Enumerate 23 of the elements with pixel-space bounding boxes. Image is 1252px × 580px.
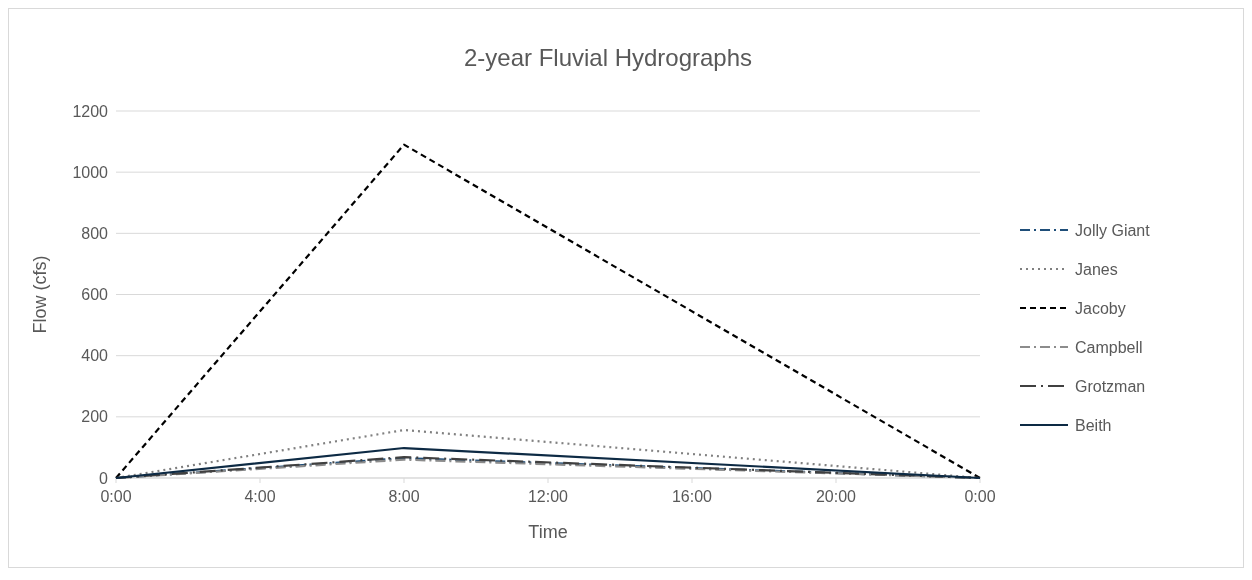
legend-label: Jacoby — [1075, 299, 1126, 317]
legend-label: Grotzman — [1075, 377, 1146, 395]
x-tick-label: 4:00 — [244, 488, 276, 505]
y-tick-label: 1000 — [72, 163, 109, 181]
y-tick-label: 200 — [81, 408, 109, 426]
legend-label: Jolly Giant — [1075, 221, 1151, 239]
chart-title: 2-year Fluvial Hydrographs — [463, 44, 753, 71]
x-tick-label: 20:00 — [815, 488, 857, 505]
legend-label: Janes — [1075, 260, 1118, 278]
legend-label: Beith — [1075, 416, 1112, 434]
y-axis-title: Flow (cfs) — [30, 255, 50, 334]
x-tick-label: 0:00 — [100, 488, 132, 505]
y-tick-label: 800 — [81, 224, 109, 242]
y-tick-label: 0 — [99, 469, 109, 487]
y-tick-label: 600 — [81, 286, 109, 304]
x-tick-label: 8:00 — [388, 488, 420, 505]
x-axis-title: Time — [528, 522, 568, 542]
legend-label: Campbell — [1075, 338, 1143, 356]
y-tick-label: 1200 — [72, 102, 109, 120]
y-tick-label: 400 — [81, 347, 109, 365]
x-tick-label: 0:00 — [964, 488, 996, 505]
x-tick-label: 16:00 — [671, 488, 713, 505]
x-tick-label: 12:00 — [527, 488, 569, 505]
